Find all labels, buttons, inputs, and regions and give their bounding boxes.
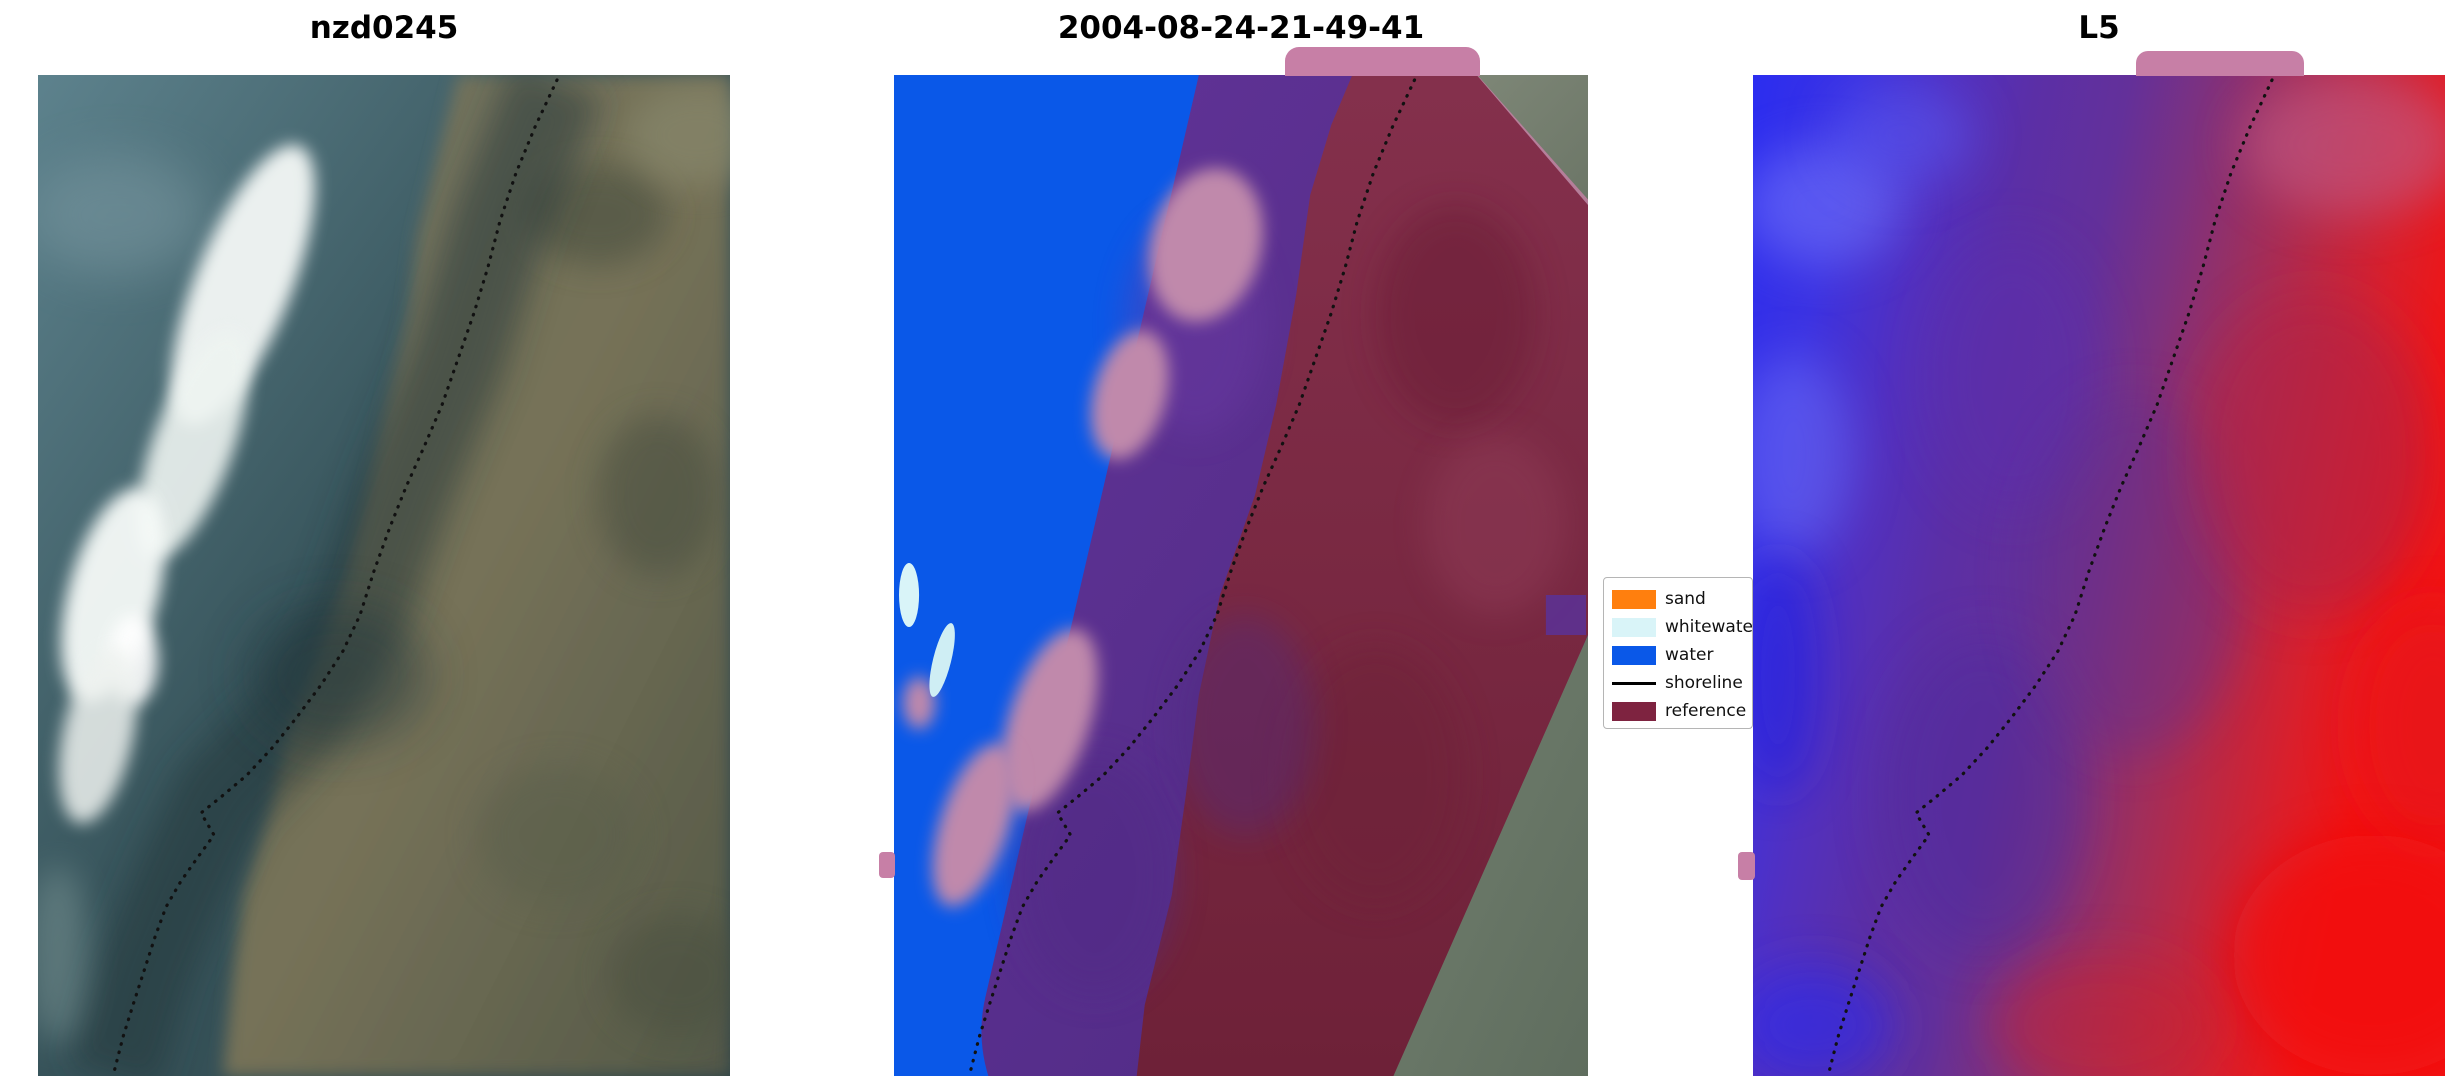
panel-rgb-image (38, 75, 730, 1076)
land-area (223, 75, 730, 1076)
swath-corner-top-middle-panel (1285, 47, 1480, 76)
classification-canvas (894, 75, 1588, 1076)
legend-label-shoreline: shoreline (1665, 673, 1743, 693)
legend-label-reference: reference (1665, 701, 1747, 721)
legend-label-whitewater: whitewater (1665, 617, 1753, 637)
legend-item-reference: reference (1612, 697, 1752, 725)
shoreline-dotted-line (967, 78, 1417, 1076)
legend-swatch-water (1612, 645, 1656, 665)
legend-item-whitewater: whitewater (1612, 613, 1752, 641)
legend-swatch-whitewater (1612, 617, 1656, 637)
dark-channel (67, 75, 602, 1076)
panel-title-3: L5 (2078, 10, 2120, 46)
swath-corner-left-right-panel (1738, 852, 1755, 880)
shoreline-dotted-line (1826, 78, 2274, 1076)
legend-item-water: water (1612, 641, 1752, 669)
surf-whitewater (38, 144, 315, 1045)
swath-corner-left-middle-panel (879, 852, 895, 878)
legend: sand whitewater water shoreline referenc… (1603, 577, 1753, 729)
legend-swatch-shoreline (1612, 681, 1656, 685)
panel-heatmap (1753, 75, 2445, 1076)
heatmap-canvas (1753, 75, 2445, 1076)
land-probability-texture (1993, 75, 2445, 1076)
whitewater-patches (899, 563, 955, 697)
swath-corner-top-right-panel (2136, 51, 2304, 76)
legend-label-water: water (1665, 645, 1714, 665)
legend-item-sand: sand (1612, 585, 1752, 613)
sand-patches (903, 168, 1263, 907)
satellite-image-canvas (38, 75, 730, 1076)
legend-swatch-reference (1612, 701, 1656, 721)
legend-item-shoreline: shoreline (1612, 669, 1752, 697)
water-probability-texture (1753, 85, 1973, 1076)
legend-label-sand: sand (1665, 589, 1706, 609)
swath-probability-texture (1883, 235, 2243, 955)
panel-title-2: 2004-08-24-21-49-41 (1057, 10, 1425, 46)
legend-swatch-sand (1612, 589, 1656, 609)
shoreline-dotted-line (111, 78, 559, 1076)
panel-title-1: nzd0245 (309, 10, 459, 46)
panel-classified-image (894, 75, 1588, 1076)
